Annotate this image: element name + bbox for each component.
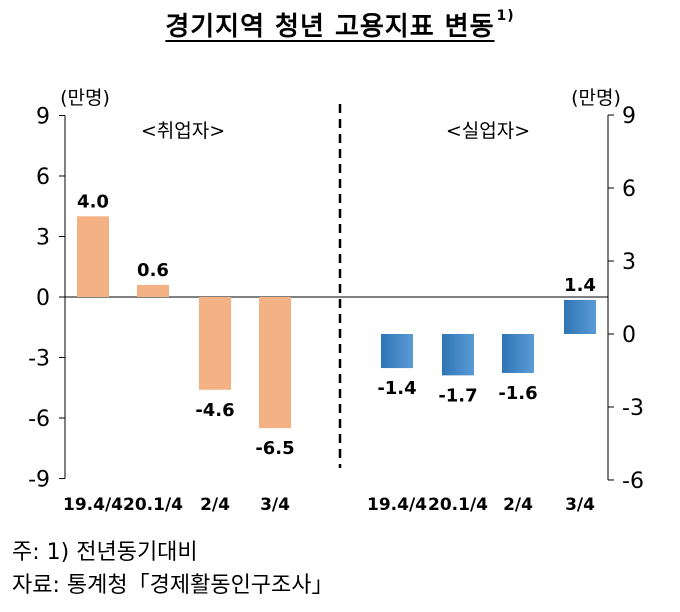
- bar: [442, 334, 474, 376]
- y-tick-label: -3: [28, 347, 50, 372]
- labels-layer: 9 6 3 0 -3 -6 -9 (만명) <취업자> 4.0 19.4/4 0.6 20.1/4 -4.…: [28, 87, 644, 515]
- bar-chart: 9 6 3 0 -3 -6 -9 (만명) <취업자> 4.0 19.4/4 0.6 20.1/4 -4.…: [28, 87, 644, 515]
- y-tick-label: 0: [622, 323, 636, 348]
- x-tick-label: 3/4: [260, 495, 290, 515]
- unit-label: (만명): [571, 87, 621, 109]
- data-label: 1.4: [564, 275, 596, 296]
- y-tick-label: -6: [28, 407, 50, 432]
- x-tick-label: 19.4/4: [63, 495, 123, 515]
- bar: [259, 297, 291, 429]
- data-label: -1.4: [377, 378, 416, 399]
- y-tick-label: 0: [36, 286, 50, 311]
- y-tick-label: 9: [36, 104, 50, 129]
- data-label: -1.6: [498, 383, 537, 404]
- chart-title-text: 경기지역 청년 고용지표 변동: [165, 12, 495, 42]
- y-tick-label: 3: [36, 225, 50, 250]
- x-tick-label: 2/4: [503, 495, 533, 515]
- y-tick-label: 6: [36, 165, 50, 190]
- bar: [502, 334, 534, 373]
- bar: [199, 297, 231, 390]
- data-label: -1.7: [438, 385, 477, 406]
- bar: [137, 284, 169, 297]
- footnote-1: 주: 1) 전년동기대비: [12, 540, 198, 565]
- chart-title: 경기지역 청년 고용지표 변동 1): [0, 6, 680, 43]
- x-tick-label: 20.1/4: [123, 495, 183, 515]
- bars-layer: [77, 216, 596, 429]
- x-tick-label: 3/4: [565, 495, 595, 515]
- x-tick-label: 2/4: [200, 495, 230, 515]
- x-tick-label: 20.1/4: [428, 495, 488, 515]
- y-tick-label: 3: [622, 250, 636, 275]
- data-label: 0.6: [137, 260, 169, 281]
- footnotes: 주: 1) 전년동기대비 자료: 통계청「경제활동인구조사」: [12, 536, 334, 602]
- unit-label: (만명): [60, 87, 110, 109]
- title-footnote-mark: 1): [496, 8, 515, 24]
- bar: [381, 334, 413, 369]
- x-tick-label: 19.4/4: [367, 495, 427, 515]
- footnote-source: 자료: 통계청「경제활동인구조사」: [12, 573, 334, 598]
- y-tick-label: 6: [622, 177, 636, 202]
- bar: [564, 299, 596, 334]
- y-tick-label: -3: [622, 396, 644, 421]
- y-tick-label: -9: [28, 468, 50, 493]
- axes-layer: [59, 104, 614, 481]
- panel-label: <실업자>: [446, 120, 530, 142]
- data-label: 4.0: [77, 191, 109, 212]
- data-label: -4.6: [195, 400, 234, 421]
- y-tick-label: -6: [622, 469, 644, 494]
- bar: [77, 216, 109, 297]
- panel-label: <취업자>: [141, 120, 225, 142]
- data-label: -6.5: [255, 438, 294, 459]
- y-tick-label: 9: [622, 104, 636, 129]
